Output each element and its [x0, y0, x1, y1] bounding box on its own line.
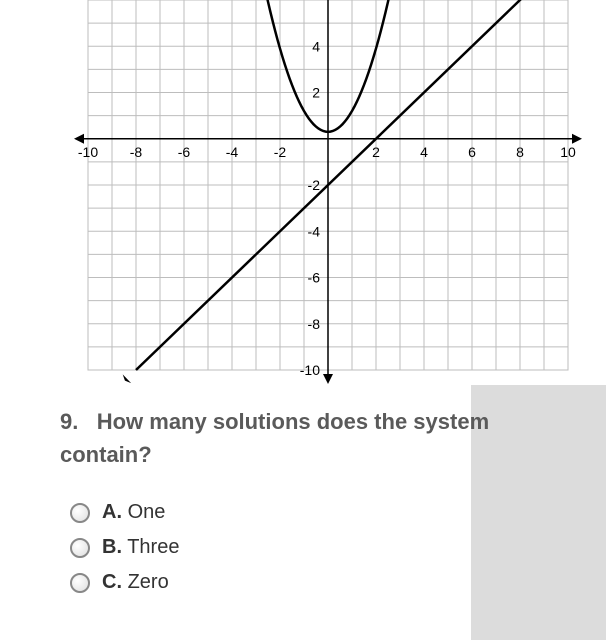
- svg-text:-2: -2: [274, 144, 287, 160]
- svg-text:-10: -10: [300, 362, 320, 378]
- svg-text:-2: -2: [308, 177, 321, 193]
- question-body: How many solutions does the system conta…: [60, 409, 489, 467]
- svg-text:-4: -4: [308, 223, 321, 239]
- svg-text:8: 8: [516, 144, 524, 160]
- svg-text:-10: -10: [78, 144, 98, 160]
- answer-label-b: B. Three: [102, 536, 179, 559]
- question-block: 9. How many solutions does the system co…: [0, 385, 606, 594]
- svg-text:6: 6: [468, 144, 476, 160]
- answer-item-a[interactable]: A. One: [70, 501, 546, 524]
- svg-text:-6: -6: [308, 270, 321, 286]
- question-number: 9.: [60, 409, 78, 434]
- answer-item-b[interactable]: B. Three: [70, 536, 546, 559]
- svg-text:2: 2: [372, 144, 380, 160]
- graph-container: -10 -8 -6 -4 -2 2 4 6 8 10 4 2 -2 -4 -6 -8 -10: [0, 0, 606, 385]
- graph-svg: -10 -8 -6 -4 -2 2 4 6 8 10 4 2 -2 -4 -6 -8 -10: [23, 0, 583, 385]
- radio-c[interactable]: [70, 573, 90, 593]
- answer-label-c: C. Zero: [102, 571, 169, 594]
- question-text: 9. How many solutions does the system co…: [60, 405, 546, 471]
- svg-text:-6: -6: [178, 144, 191, 160]
- svg-text:-8: -8: [308, 316, 321, 332]
- svg-text:-8: -8: [130, 144, 143, 160]
- answer-item-c[interactable]: C. Zero: [70, 571, 546, 594]
- svg-text:-4: -4: [226, 144, 239, 160]
- svg-text:4: 4: [312, 38, 320, 54]
- radio-b[interactable]: [70, 538, 90, 558]
- radio-a[interactable]: [70, 503, 90, 523]
- answer-label-a: A. One: [102, 501, 165, 524]
- svg-text:2: 2: [312, 85, 320, 101]
- svg-text:4: 4: [420, 144, 428, 160]
- svg-text:10: 10: [560, 144, 576, 160]
- answers-list: A. One B. Three C. Zero: [60, 501, 546, 594]
